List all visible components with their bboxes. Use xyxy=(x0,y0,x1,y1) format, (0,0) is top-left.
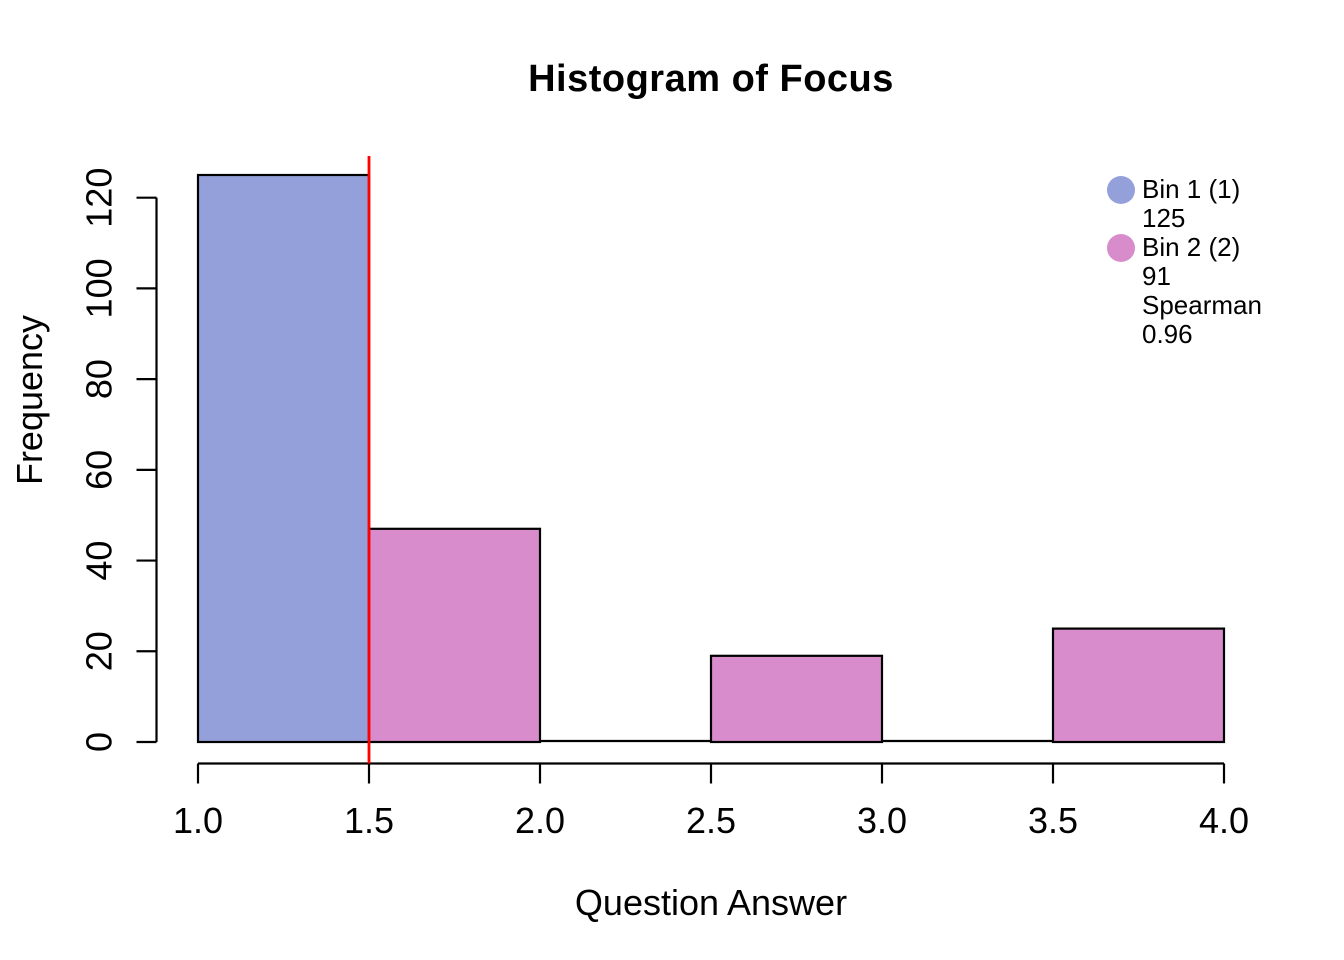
legend-subline: 0.96 xyxy=(1142,319,1193,349)
legend-entry-2: Bin 2 (2) xyxy=(1107,232,1262,262)
bar-3.5-4 xyxy=(1051,627,1226,744)
x-axis-label: Question Answer xyxy=(574,882,848,923)
y-tick-label-100: 100 xyxy=(79,258,120,318)
y-tick-label-120: 120 xyxy=(79,168,120,228)
x-tick-label-1.5: 1.5 xyxy=(344,800,394,841)
legend: Bin 1 (1) 125 Bin 2 (2) 91 Spearman 0.96 xyxy=(1107,174,1262,349)
y-axis-label: Frequency xyxy=(9,314,50,486)
legend-swatch-icon xyxy=(1107,175,1135,204)
x-tick-label-4.0: 4.0 xyxy=(1199,800,1249,841)
y-tick-label-20: 20 xyxy=(79,631,120,671)
x-tick-label-2.5: 2.5 xyxy=(686,800,736,841)
legend-subline: Spearman xyxy=(1142,290,1262,320)
y-tick-label-40: 40 xyxy=(79,541,120,581)
y-tick-label-80: 80 xyxy=(79,359,120,399)
legend-entry-1: Bin 1 (1) xyxy=(1107,174,1262,204)
chart-title: Histogram of Focus xyxy=(528,58,894,100)
legend-subline: 91 xyxy=(1142,261,1171,291)
legend-label: Bin 1 (1) xyxy=(1142,174,1241,204)
x-tick-label-2.0: 2.0 xyxy=(515,800,565,841)
bar-1-1.5 xyxy=(196,173,371,744)
bar-2.5-3 xyxy=(709,654,884,744)
y-tick-label-0: 0 xyxy=(79,732,120,752)
x-tick-label-3.0: 3.0 xyxy=(857,800,907,841)
x-tick-label-3.5: 3.5 xyxy=(1028,800,1078,841)
legend-subline: 125 xyxy=(1142,203,1186,233)
bar-1.5-2 xyxy=(367,527,542,744)
legend-label: Bin 2 (2) xyxy=(1142,232,1241,262)
legend-swatch-icon xyxy=(1107,233,1135,262)
y-tick-label-60: 60 xyxy=(79,450,120,490)
x-tick-label-1.0: 1.0 xyxy=(173,800,223,841)
